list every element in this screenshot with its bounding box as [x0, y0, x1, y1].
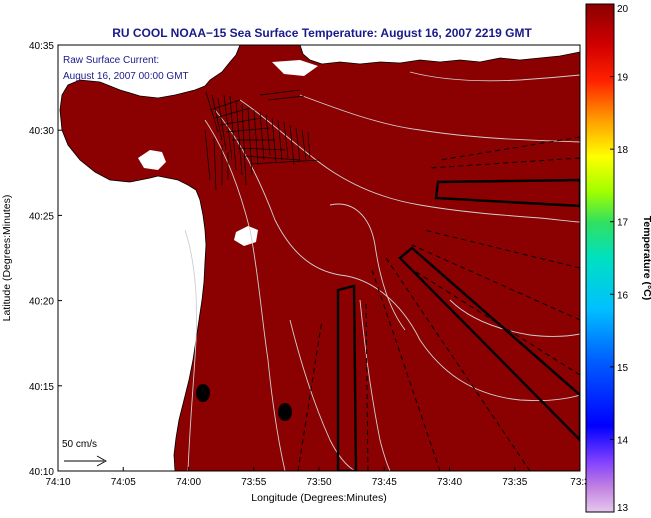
scale-label: 50 cm/s: [62, 439, 97, 450]
y-tick-label: 40:10: [29, 467, 54, 478]
temperature-contours: [184, 71, 580, 471]
x-tick-label: 73:45: [372, 477, 397, 488]
x-axis-ticks: 74:10 74:05 74:00 73:55 73:50 73:45 73:40 73:35…: [45, 467, 590, 488]
scale-arrow-head: [96, 455, 107, 467]
x-tick-label: 73:50: [306, 477, 331, 488]
colorbar: [585, 3, 615, 513]
current-annotation-line2: August 16, 2007 00:00 GMT: [63, 71, 189, 82]
colorbar-tick-label: 16: [617, 290, 629, 301]
current-annotation-line1: Raw Surface Current:: [63, 55, 159, 66]
colorbar-tick-label: 20: [617, 4, 629, 15]
x-tick-label: 73:35: [502, 477, 527, 488]
colorbar-tick-label: 17: [617, 218, 629, 229]
no-data-patch: [272, 60, 318, 76]
x-tick-label: 73:40: [437, 477, 462, 488]
x-tick-label: 73:3: [570, 477, 590, 488]
colorbar-ticks: 20 19 18 17 16 15 14 13: [610, 3, 629, 514]
y-tick-label: 40:20: [29, 297, 54, 308]
x-tick-label: 74:10: [45, 477, 70, 488]
buoy-marker: [278, 403, 292, 421]
colorbar-tick-label: 14: [617, 435, 629, 446]
y-tick-label: 40:30: [29, 126, 54, 137]
colorbar-title: Temperature (°C): [641, 216, 651, 301]
plot-area: [58, 45, 580, 471]
colorbar-tick-label: 18: [617, 145, 629, 156]
colorbar-tick-label: 13: [617, 503, 629, 514]
x-tick-label: 73:55: [241, 477, 266, 488]
y-axis-title: Latitude (Degrees:Minutes): [1, 195, 13, 322]
transect-boxes: [336, 178, 580, 471]
dashed-range-lines: [297, 136, 580, 471]
map-title: RU COOL NOAA−15 Sea Surface Temperature:…: [112, 26, 532, 40]
buoy-marker: [196, 384, 210, 402]
land-new-jersey: [58, 45, 241, 471]
y-tick-label: 40:25: [29, 211, 54, 222]
colorbar-tick-label: 15: [617, 363, 629, 374]
surface-current-vectors: [204, 89, 321, 191]
no-data-patch: [138, 150, 166, 170]
x-tick-label: 74:05: [111, 477, 136, 488]
y-tick-label: 40:15: [29, 382, 54, 393]
y-axis-ticks: 40:35 40:30 40:25 40:20 40:15 40:10: [29, 41, 62, 478]
x-axis-title: Longitude (Degrees:Minutes): [251, 492, 386, 504]
colorbar-tick-label: 19: [617, 73, 629, 84]
x-tick-label: 74:00: [176, 477, 201, 488]
land-long-island: [299, 45, 580, 65]
y-tick-label: 40:35: [29, 41, 54, 52]
